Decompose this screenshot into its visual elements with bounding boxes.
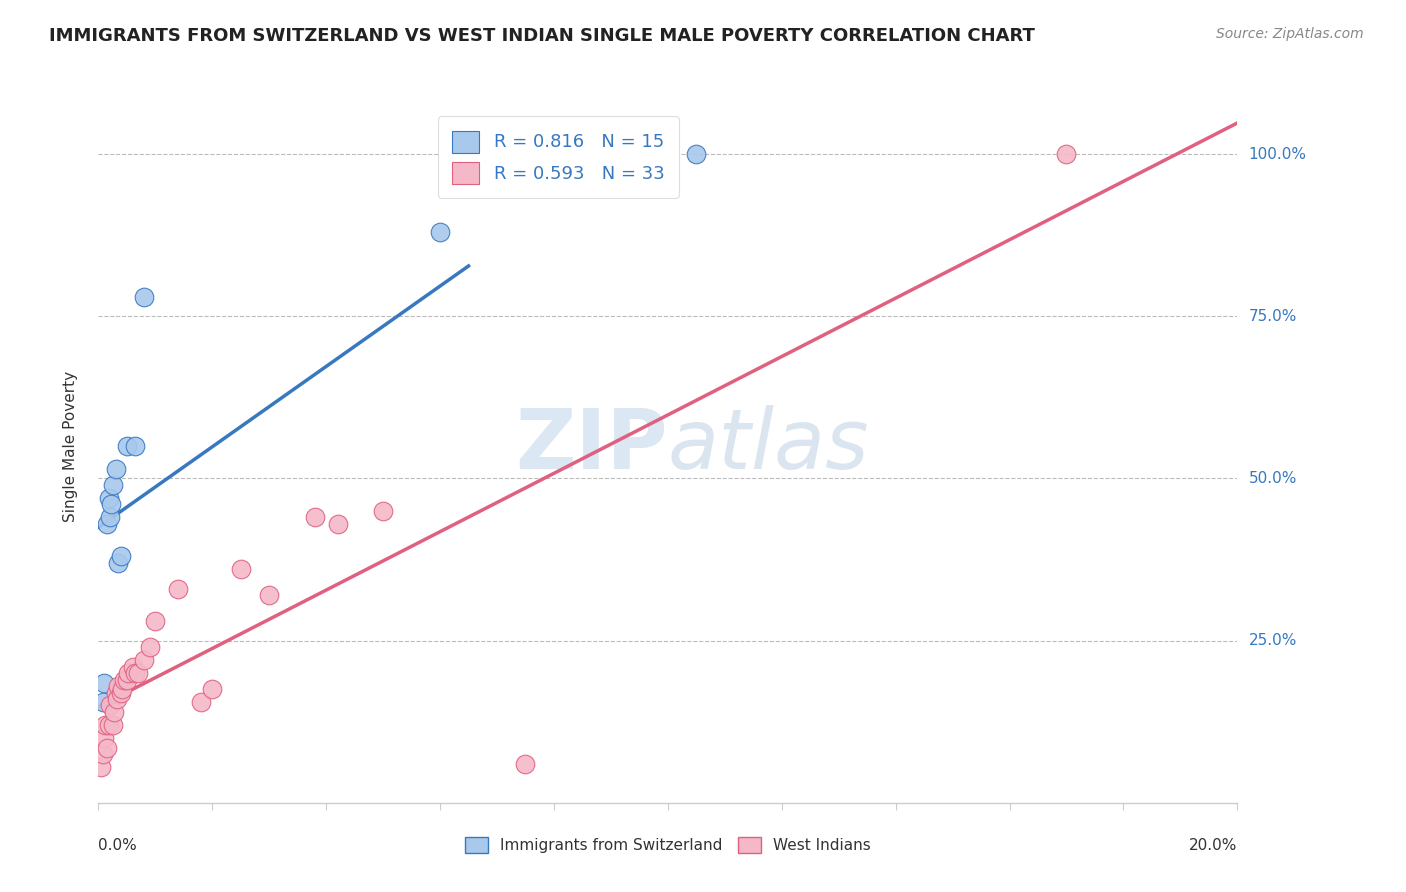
Point <box>97 491 120 505</box>
Point <box>127 666 149 681</box>
Point <box>229 562 252 576</box>
Text: 50.0%: 50.0% <box>1249 471 1296 486</box>
Point <box>111 682 134 697</box>
Point <box>115 673 138 687</box>
Point <box>326 516 349 531</box>
Point <box>100 497 122 511</box>
Point <box>115 439 138 453</box>
Point <box>110 549 132 564</box>
Point <box>103 705 125 719</box>
Y-axis label: Single Male Poverty: Single Male Poverty <box>63 370 77 522</box>
Point <box>90 760 112 774</box>
Point <box>93 731 115 745</box>
Point <box>104 685 127 699</box>
Point <box>132 290 155 304</box>
Point <box>1056 147 1078 161</box>
Legend: Immigrants from Switzerland, West Indians: Immigrants from Switzerland, West Indian… <box>458 831 877 859</box>
Point <box>101 478 124 492</box>
Point <box>107 556 129 570</box>
Point <box>132 653 155 667</box>
Point <box>91 747 114 761</box>
Point <box>124 439 146 453</box>
Point <box>97 718 120 732</box>
Text: 0.0%: 0.0% <box>98 838 138 853</box>
Text: atlas: atlas <box>668 406 869 486</box>
Point <box>107 679 129 693</box>
Point <box>105 692 128 706</box>
Point <box>94 718 117 732</box>
Point <box>112 673 135 687</box>
Point <box>167 582 190 596</box>
Point <box>190 695 212 709</box>
Point <box>98 510 121 524</box>
Text: IMMIGRANTS FROM SWITZERLAND VS WEST INDIAN SINGLE MALE POVERTY CORRELATION CHART: IMMIGRANTS FROM SWITZERLAND VS WEST INDI… <box>49 27 1035 45</box>
Text: 20.0%: 20.0% <box>1189 838 1237 853</box>
Point <box>685 147 707 161</box>
Point <box>98 698 121 713</box>
Point <box>429 225 451 239</box>
Text: 100.0%: 100.0% <box>1249 146 1306 161</box>
Text: 75.0%: 75.0% <box>1249 309 1296 324</box>
Point <box>373 504 395 518</box>
Point <box>96 516 118 531</box>
Point <box>110 685 132 699</box>
Point <box>101 718 124 732</box>
Point <box>515 756 537 771</box>
Point <box>117 666 139 681</box>
Text: Source: ZipAtlas.com: Source: ZipAtlas.com <box>1216 27 1364 41</box>
Point <box>96 740 118 755</box>
Point <box>138 640 160 654</box>
Point <box>104 461 127 475</box>
Point <box>93 675 115 690</box>
Point <box>91 695 114 709</box>
Point <box>259 588 281 602</box>
Point <box>201 682 224 697</box>
Text: ZIP: ZIP <box>516 406 668 486</box>
Point <box>121 659 143 673</box>
Text: 25.0%: 25.0% <box>1249 633 1296 648</box>
Point <box>145 614 167 628</box>
Point <box>124 666 146 681</box>
Point <box>304 510 326 524</box>
